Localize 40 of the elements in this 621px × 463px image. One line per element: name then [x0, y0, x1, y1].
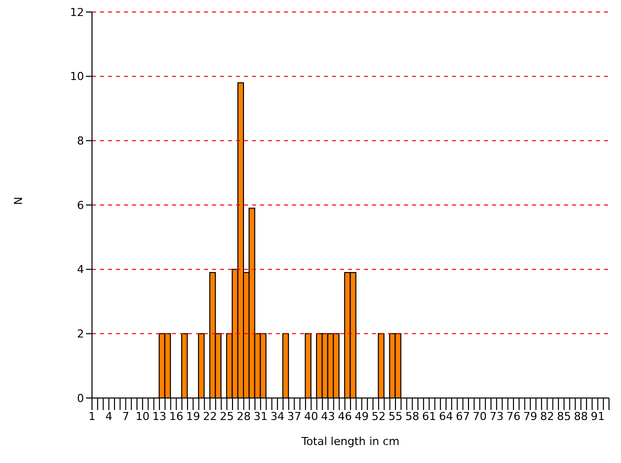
x-tick-label: 58	[405, 410, 420, 423]
x-tick-label: 49	[354, 410, 369, 423]
x-tick-label: 67	[456, 410, 470, 423]
x-tick-label: 91	[590, 410, 605, 423]
x-tick-label: 55	[388, 410, 402, 423]
y-tick-label: 2	[77, 328, 84, 341]
x-tick-label: 7	[122, 410, 130, 423]
x-tick-label: 37	[287, 410, 302, 423]
x-tick-label: 73	[490, 410, 504, 423]
x-tick-label: 19	[186, 410, 200, 423]
x-tick-label: 4	[105, 410, 112, 423]
x-axis-title: Total length in cm	[300, 435, 400, 448]
x-tick-label: 25	[220, 410, 234, 423]
y-tick-label: 6	[77, 198, 84, 212]
x-tick-label: 64	[439, 410, 454, 423]
x-tick-label: 34	[270, 410, 284, 423]
x-tick-label: 40	[304, 410, 318, 423]
x-tick-label: 82	[540, 410, 554, 423]
x-tick-label: 1	[88, 410, 96, 423]
x-tick-label: 31	[254, 410, 268, 423]
y-tick-label: 8	[77, 134, 84, 148]
x-tick-label: 79	[523, 410, 538, 423]
x-tick-label: 76	[506, 410, 520, 423]
y-tick-label: 12	[70, 6, 84, 19]
x-tick-label: 70	[472, 410, 487, 423]
x-tick-label: 13	[152, 410, 166, 423]
x-tick-label: 85	[557, 410, 572, 423]
x-tick-label: 10	[136, 410, 150, 423]
x-tick-label: 43	[321, 410, 336, 423]
x-tick-label: 61	[422, 410, 436, 423]
x-tick-label: 46	[338, 410, 352, 423]
x-tick-label: 52	[372, 410, 386, 423]
x-tick-label: 16	[169, 410, 184, 423]
x-tick-label: 88	[574, 410, 588, 423]
y-axis-title: N	[12, 196, 25, 205]
y-tick-label: 10	[70, 70, 84, 84]
y-tick-label: 0	[77, 392, 84, 405]
x-tick-label: 28	[236, 410, 251, 423]
x-tick-label: 22	[203, 410, 218, 423]
y-tick-label: 4	[77, 263, 84, 276]
